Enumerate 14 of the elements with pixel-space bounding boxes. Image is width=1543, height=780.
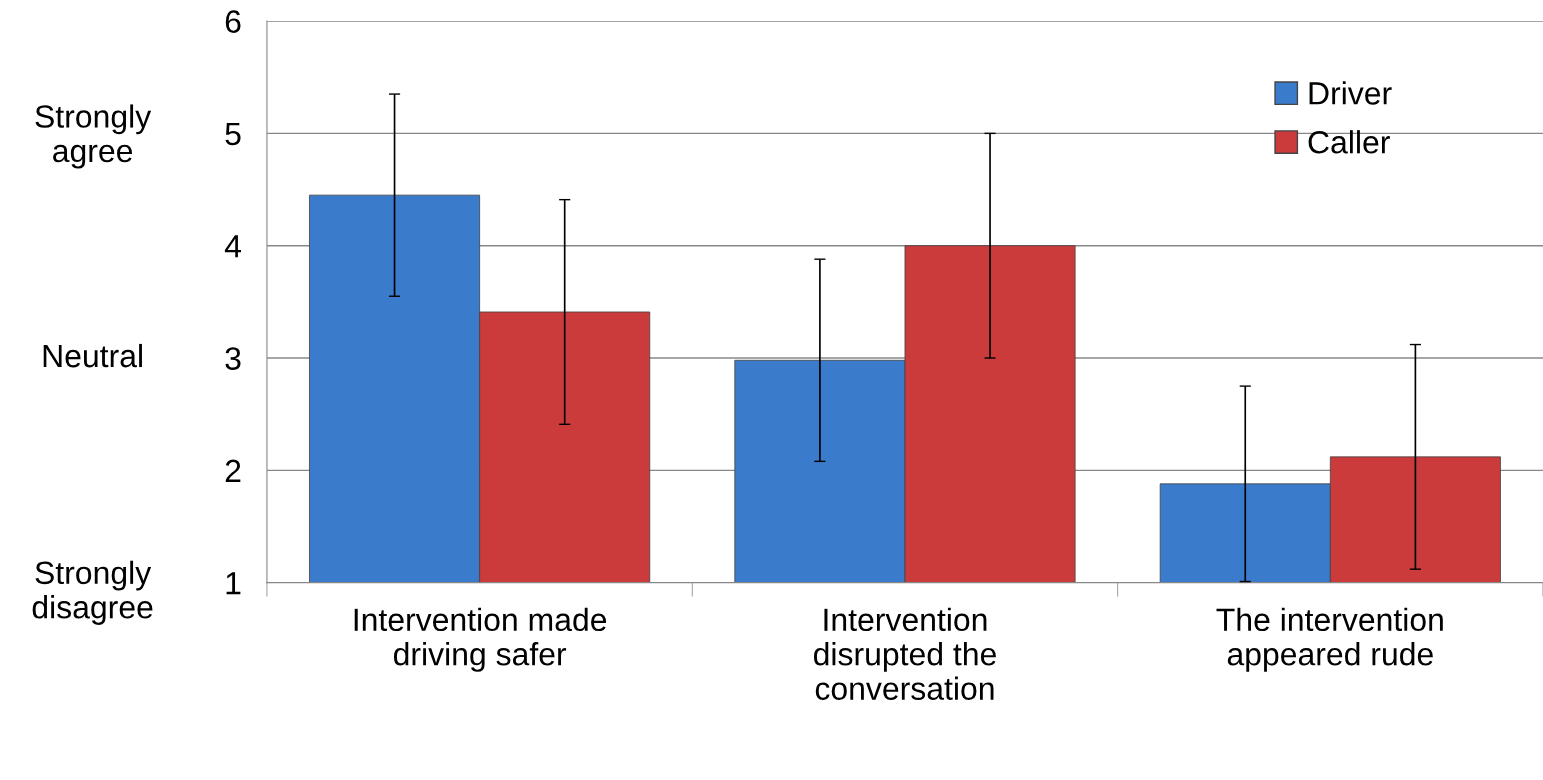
text: Strongly disagree xyxy=(32,560,153,625)
y-tick-label: 5 xyxy=(225,122,241,146)
x-tick-label: The intervention appeared rude xyxy=(1216,607,1443,672)
x-tick-label: Intervention disrupted the conversation xyxy=(813,607,996,700)
y-tick-label: 4 xyxy=(224,235,242,258)
text: Strongly agree xyxy=(35,104,152,169)
text: Neutral xyxy=(43,343,142,368)
x-tick-label: Intervention made driving safer xyxy=(354,607,607,672)
legend-label: Caller xyxy=(1308,130,1390,154)
y-tick-label: 3 xyxy=(225,347,241,370)
legend-label: Driver xyxy=(1309,81,1392,105)
y-tick-label: 2 xyxy=(225,459,241,482)
y-tick-label: 1 xyxy=(226,572,241,595)
y-tick-label: 6 xyxy=(225,10,241,33)
